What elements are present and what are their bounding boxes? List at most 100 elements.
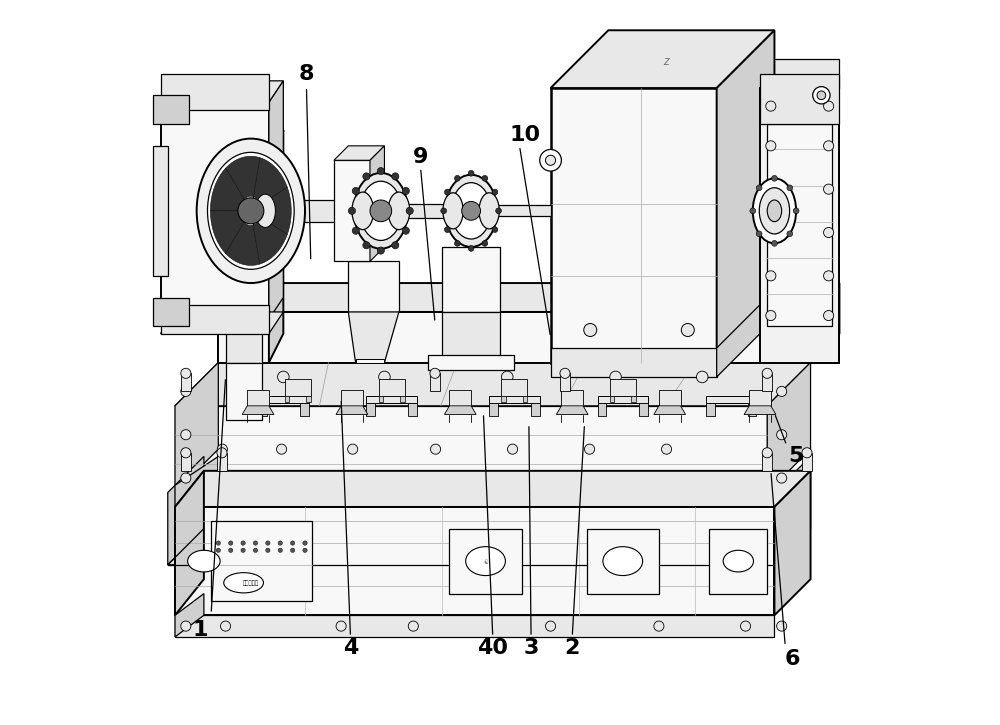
Circle shape	[777, 430, 787, 440]
Circle shape	[290, 548, 295, 552]
Circle shape	[584, 323, 597, 336]
Circle shape	[772, 241, 777, 247]
Ellipse shape	[354, 173, 408, 249]
Ellipse shape	[445, 175, 497, 247]
Polygon shape	[444, 406, 476, 415]
Polygon shape	[654, 406, 686, 415]
Circle shape	[496, 208, 501, 214]
Circle shape	[540, 149, 561, 171]
Circle shape	[290, 541, 295, 545]
Circle shape	[430, 368, 440, 378]
Circle shape	[756, 231, 762, 236]
Polygon shape	[501, 397, 506, 402]
Circle shape	[482, 175, 488, 181]
Polygon shape	[430, 373, 440, 392]
Polygon shape	[175, 362, 218, 492]
Ellipse shape	[759, 188, 790, 234]
Circle shape	[229, 548, 233, 552]
Polygon shape	[366, 397, 417, 403]
Polygon shape	[226, 157, 260, 199]
Polygon shape	[399, 204, 457, 218]
Circle shape	[762, 448, 772, 457]
Polygon shape	[442, 247, 500, 312]
Polygon shape	[551, 88, 717, 362]
Circle shape	[560, 368, 570, 378]
Polygon shape	[175, 616, 774, 637]
Circle shape	[661, 444, 672, 455]
Circle shape	[217, 448, 227, 457]
Circle shape	[303, 541, 307, 545]
Circle shape	[352, 227, 359, 234]
Polygon shape	[379, 397, 383, 402]
Ellipse shape	[197, 138, 305, 283]
Polygon shape	[261, 187, 291, 235]
Ellipse shape	[388, 192, 410, 230]
Circle shape	[278, 371, 289, 383]
Ellipse shape	[767, 200, 782, 222]
Circle shape	[546, 155, 556, 165]
Circle shape	[181, 473, 191, 483]
Circle shape	[766, 270, 776, 281]
Circle shape	[766, 184, 776, 194]
Polygon shape	[175, 471, 204, 616]
Polygon shape	[560, 373, 570, 392]
Ellipse shape	[224, 573, 263, 593]
Circle shape	[220, 621, 231, 631]
Polygon shape	[211, 521, 312, 601]
Ellipse shape	[236, 262, 252, 289]
Circle shape	[654, 621, 664, 631]
Circle shape	[266, 548, 270, 552]
Ellipse shape	[208, 152, 294, 269]
Circle shape	[370, 200, 392, 222]
Text: ☯: ☯	[483, 560, 488, 565]
Polygon shape	[258, 403, 267, 416]
Polygon shape	[175, 362, 811, 406]
Polygon shape	[334, 160, 370, 262]
Circle shape	[181, 368, 191, 378]
Polygon shape	[370, 146, 384, 262]
Polygon shape	[175, 471, 811, 507]
Circle shape	[824, 270, 834, 281]
Polygon shape	[153, 146, 168, 276]
Circle shape	[824, 184, 834, 194]
Circle shape	[482, 241, 488, 247]
Circle shape	[444, 189, 450, 195]
Polygon shape	[210, 168, 244, 211]
Text: 2: 2	[565, 638, 580, 658]
Polygon shape	[161, 102, 269, 319]
Text: 8: 8	[299, 64, 314, 83]
Circle shape	[766, 101, 776, 111]
Circle shape	[787, 185, 793, 191]
Polygon shape	[531, 403, 540, 416]
Circle shape	[610, 371, 621, 383]
Polygon shape	[587, 529, 659, 594]
Text: 5: 5	[788, 447, 804, 466]
Circle shape	[266, 541, 270, 545]
Polygon shape	[749, 390, 771, 406]
Polygon shape	[717, 290, 774, 377]
Polygon shape	[717, 30, 774, 362]
Polygon shape	[774, 457, 811, 565]
Circle shape	[352, 187, 359, 194]
Polygon shape	[181, 453, 191, 471]
Polygon shape	[598, 403, 606, 416]
Polygon shape	[269, 131, 283, 362]
Circle shape	[681, 323, 694, 336]
Circle shape	[336, 621, 346, 631]
Polygon shape	[168, 529, 811, 565]
Circle shape	[817, 91, 826, 99]
Circle shape	[303, 548, 307, 552]
Polygon shape	[408, 403, 417, 416]
Circle shape	[379, 371, 390, 383]
Circle shape	[216, 548, 220, 552]
Polygon shape	[428, 355, 514, 370]
Polygon shape	[659, 390, 681, 406]
Polygon shape	[175, 485, 767, 507]
Circle shape	[278, 541, 282, 545]
Circle shape	[392, 173, 399, 180]
Circle shape	[253, 548, 258, 552]
Polygon shape	[551, 30, 774, 88]
Polygon shape	[242, 406, 274, 415]
Polygon shape	[598, 397, 648, 403]
Polygon shape	[760, 88, 839, 362]
